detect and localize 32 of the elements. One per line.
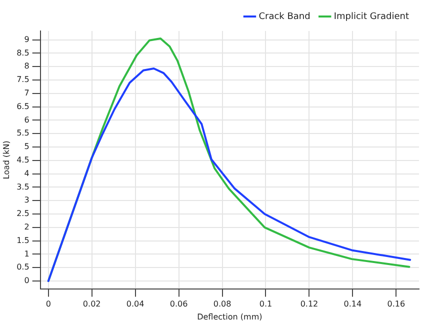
x-tick-label: 0.04 <box>126 300 144 309</box>
y-tick-label: 2.5 <box>16 209 30 218</box>
y-tick-label: 8 <box>24 62 30 71</box>
x-tick-label: 0.06 <box>170 300 188 309</box>
y-tick-label: 9 <box>24 34 30 44</box>
y-tick-label: 3.5 <box>16 182 30 192</box>
x-tick-label: 0.1 <box>259 300 272 309</box>
x-tick-label: 0.16 <box>387 300 406 309</box>
y-tick-label: 8.5 <box>16 48 30 58</box>
x-tick-label: 0.02 <box>82 300 101 309</box>
y-tick-label: 6 <box>24 115 30 124</box>
y-tick-label: 0.5 <box>16 262 30 272</box>
y-tick-label: 1 <box>24 249 30 258</box>
y-tick-label: 0 <box>24 276 30 286</box>
y-tick-label: 5 <box>24 142 30 152</box>
legend-label: Crack Band <box>258 12 310 22</box>
y-tick-label: 6.5 <box>16 102 30 111</box>
y-axis-title: Load (kN) <box>2 140 11 180</box>
x-tick-label: 0.14 <box>344 300 362 309</box>
y-tick-label: 5.5 <box>16 128 30 138</box>
x-axis-title: Deflection (mm) <box>197 312 262 322</box>
y-tick-label: 2 <box>24 222 30 232</box>
x-tick-label: 0.08 <box>213 300 232 309</box>
legend-label: Implicit Gradient <box>334 12 410 22</box>
x-tick-label: 0.12 <box>300 300 318 309</box>
y-tick-label: 1.5 <box>16 236 30 245</box>
y-tick-label: 7 <box>24 88 30 98</box>
y-tick-label: 7.5 <box>16 75 30 84</box>
y-tick-label: 4 <box>24 168 30 178</box>
y-tick-label: 4.5 <box>16 156 30 165</box>
x-tick-label: 0 <box>46 300 51 309</box>
y-tick-label: 3 <box>24 196 30 205</box>
